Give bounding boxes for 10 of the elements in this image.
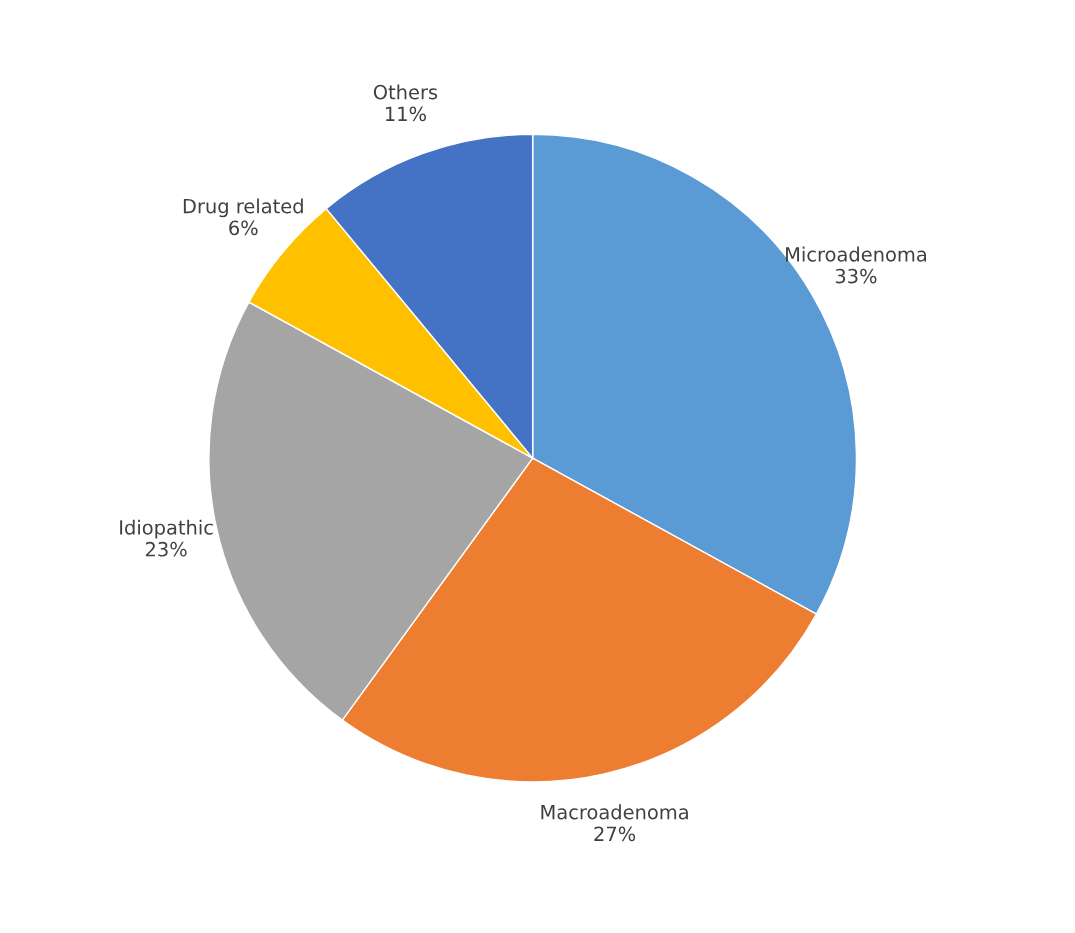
slice-label: Idiopathic <box>120 519 213 539</box>
slice-label: Drug related <box>183 198 303 218</box>
slice-label: Microadenoma <box>786 246 926 262</box>
data-label: 11% <box>385 106 426 122</box>
data-label: 27% <box>594 826 636 842</box>
slice-label: Macroadenoma <box>541 804 688 820</box>
data-label: 33% <box>835 268 877 284</box>
data-label: 23% <box>145 541 187 557</box>
data-label: 6% <box>229 220 258 236</box>
slice-label: Others <box>373 84 438 100</box>
